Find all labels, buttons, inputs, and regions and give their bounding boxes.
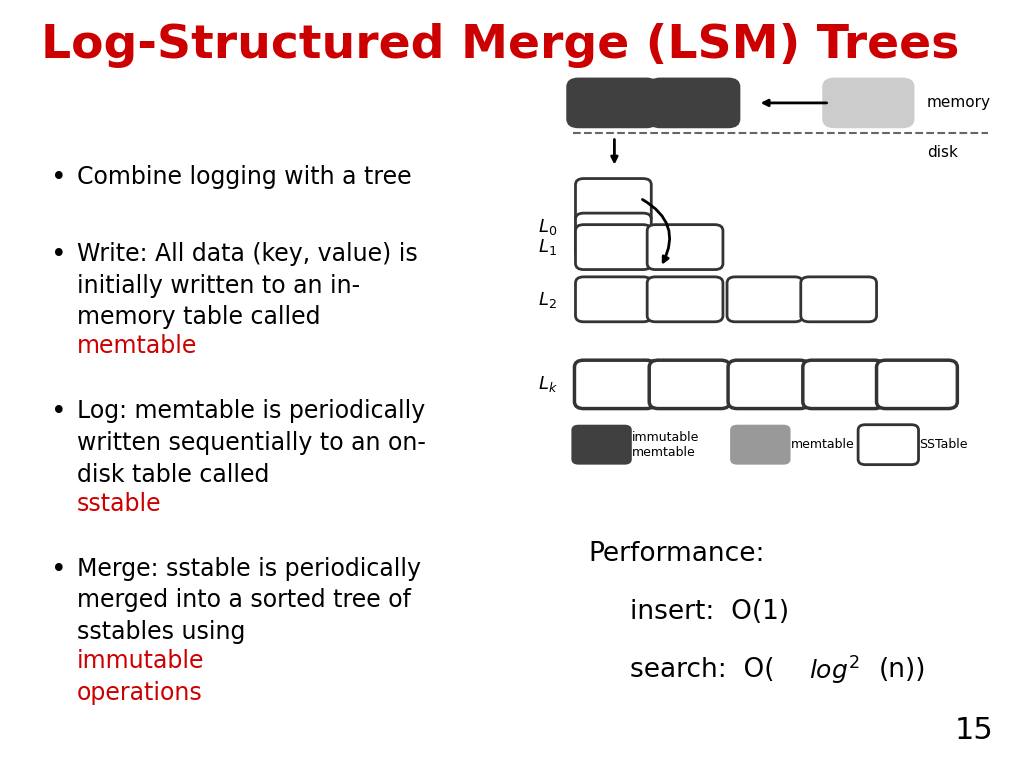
Text: 15: 15	[954, 716, 993, 745]
Text: sstable: sstable	[77, 492, 162, 515]
FancyBboxPatch shape	[728, 360, 809, 409]
FancyBboxPatch shape	[801, 277, 877, 322]
FancyBboxPatch shape	[575, 179, 651, 223]
Text: $L_k$: $L_k$	[538, 374, 557, 395]
Text: Log-Structured Merge (LSM) Trees: Log-Structured Merge (LSM) Trees	[41, 23, 959, 68]
Text: •: •	[51, 399, 67, 425]
FancyBboxPatch shape	[730, 425, 791, 465]
Text: insert:  O(1): insert: O(1)	[630, 599, 788, 625]
Text: $L_1$: $L_1$	[538, 237, 556, 257]
Text: •: •	[51, 165, 67, 191]
Text: •: •	[51, 557, 67, 583]
Text: $log^2$: $log^2$	[809, 655, 859, 687]
Text: .......: .......	[640, 346, 677, 365]
FancyBboxPatch shape	[647, 277, 723, 322]
FancyBboxPatch shape	[803, 360, 884, 409]
FancyBboxPatch shape	[648, 78, 740, 128]
Text: Log: memtable is periodically
written sequentially to an on-
disk table called: Log: memtable is periodically written se…	[77, 399, 426, 487]
FancyBboxPatch shape	[566, 78, 658, 128]
FancyBboxPatch shape	[575, 277, 651, 322]
Text: Combine logging with a tree: Combine logging with a tree	[77, 165, 412, 189]
Text: $L_2$: $L_2$	[538, 290, 556, 310]
Text: (n)): (n))	[879, 657, 926, 683]
Text: memtable: memtable	[77, 334, 198, 358]
Text: Merge: sstable is periodically
merged into a sorted tree of
sstables using: Merge: sstable is periodically merged in…	[77, 557, 421, 644]
FancyBboxPatch shape	[649, 360, 730, 409]
Text: memtable: memtable	[791, 439, 854, 451]
FancyBboxPatch shape	[575, 225, 651, 270]
Text: Write: All data (key, value) is
initially written to an in-
memory table called: Write: All data (key, value) is initiall…	[77, 242, 418, 329]
Text: disk: disk	[927, 144, 957, 160]
Text: immutable
operations: immutable operations	[77, 649, 205, 704]
FancyBboxPatch shape	[727, 277, 803, 322]
Text: $L_0$: $L_0$	[538, 217, 557, 237]
Text: SSTable: SSTable	[920, 439, 968, 451]
FancyBboxPatch shape	[877, 360, 957, 409]
Text: Performance:: Performance:	[589, 541, 765, 568]
FancyBboxPatch shape	[822, 78, 914, 128]
Text: immutable
memtable: immutable memtable	[632, 431, 699, 458]
Text: memory: memory	[927, 95, 991, 111]
FancyBboxPatch shape	[575, 214, 651, 258]
FancyBboxPatch shape	[571, 425, 632, 465]
FancyBboxPatch shape	[574, 360, 655, 409]
FancyBboxPatch shape	[647, 225, 723, 270]
Text: •: •	[51, 242, 67, 268]
Text: search:  O(: search: O(	[630, 657, 774, 683]
FancyBboxPatch shape	[858, 425, 919, 465]
